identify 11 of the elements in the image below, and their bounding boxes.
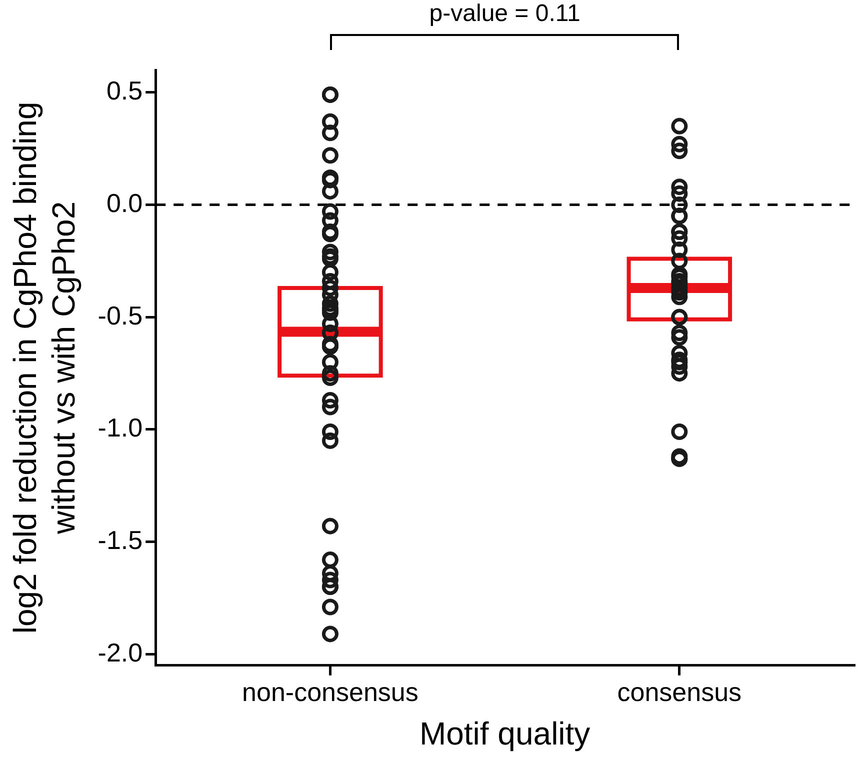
y-tick-label: -0.5 bbox=[98, 300, 143, 330]
y-tick-label: -1.0 bbox=[98, 412, 143, 443]
y-tick-label: 0.5 bbox=[106, 76, 143, 106]
x-tick-label: consensus bbox=[617, 677, 742, 708]
x-axis-title: Motif quality bbox=[419, 716, 590, 752]
y-tick-label: -1.5 bbox=[98, 525, 143, 555]
y-tick-label: 0.0 bbox=[106, 188, 143, 218]
y-tick-label: -2.0 bbox=[98, 637, 143, 668]
x-tick-label: non-consensus bbox=[242, 677, 418, 708]
y-axis-title: log2 fold reduction in CgPho4 binding without vs with CgPho2 bbox=[7, 102, 82, 634]
text: p-value = 0.11 bbox=[429, 0, 580, 28]
